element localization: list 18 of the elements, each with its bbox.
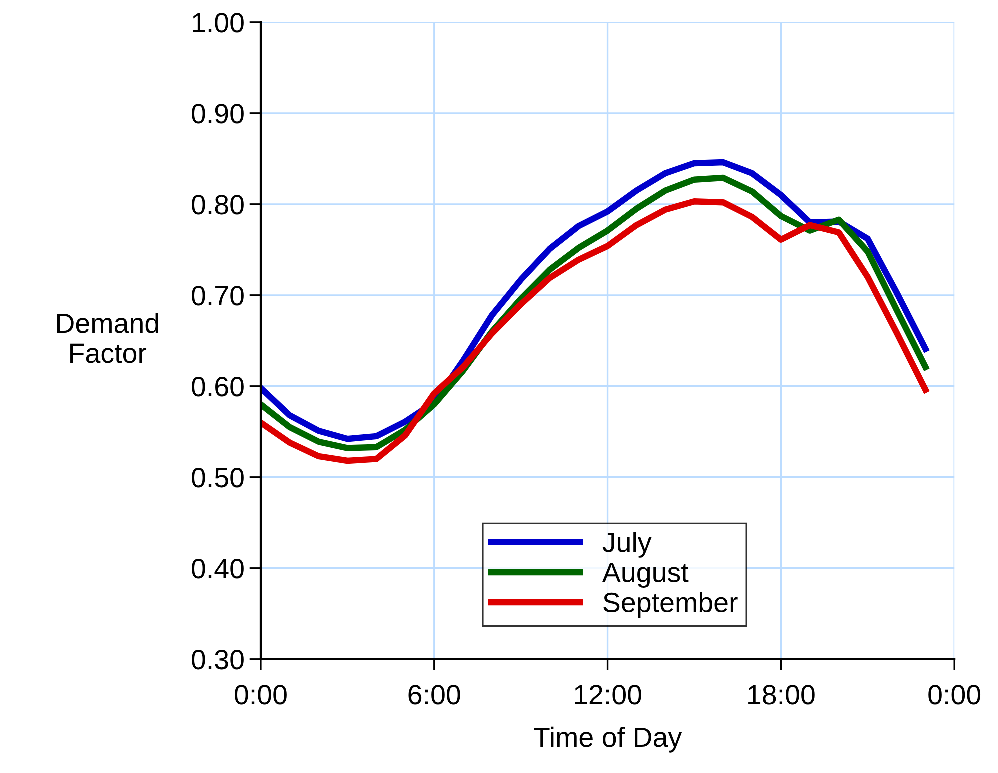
y-tick-label: 1.00: [193, 13, 244, 33]
y-tick-label: 0.60: [192, 377, 244, 397]
y-tick-label: 0.40: [192, 559, 244, 579]
y-tick-label: 0.50: [192, 468, 244, 488]
x-tick-label: 0:00: [235, 685, 287, 705]
x-tick-label: 12:00: [575, 685, 642, 705]
y-tick-label: 0.90: [192, 104, 244, 124]
y-tick-label: 0.70: [192, 286, 244, 306]
y-tick-label: 0.30: [192, 650, 244, 670]
x-axis-title: Time of Day: [534, 726, 682, 753]
x-tick-label: 18:00: [748, 685, 815, 705]
y-tick-label: 0.80: [192, 195, 244, 215]
x-tick-label: 6:00: [408, 685, 460, 705]
x-tick-label: 0:00: [928, 685, 981, 705]
legend-label: August: [602, 563, 689, 588]
legend-label: September: [604, 592, 738, 618]
y-axis-title: Demand Factor: [57, 312, 158, 364]
legend-label: July: [602, 532, 652, 558]
